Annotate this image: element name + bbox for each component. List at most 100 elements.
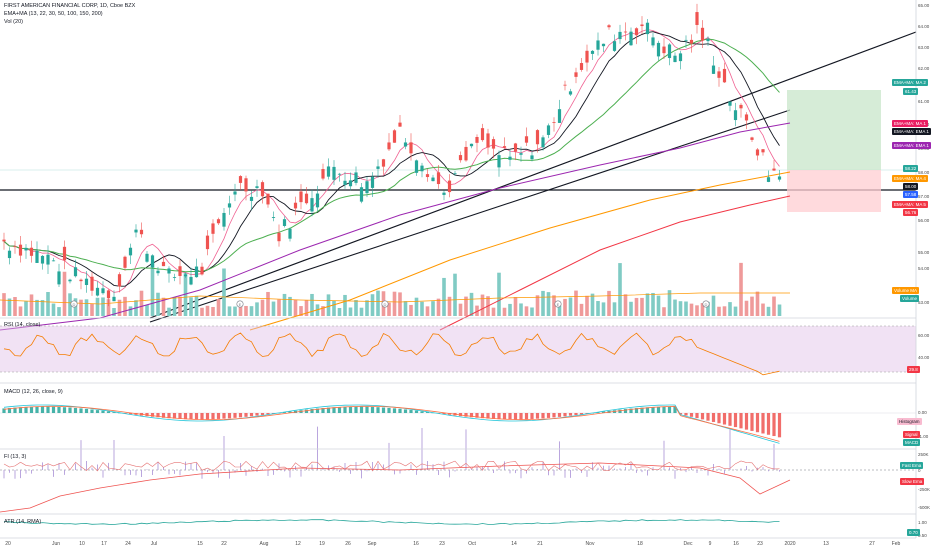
volume-bar: [640, 297, 644, 316]
macd-histogram-bar: [755, 413, 760, 433]
volume-bar: [574, 290, 578, 316]
atr-tick: 0.50: [918, 533, 927, 538]
candle-body: [761, 149, 765, 153]
macd-histogram-bar: [95, 410, 100, 413]
volume-bar: [277, 299, 281, 316]
macd-histogram-bar: [409, 410, 413, 413]
macd-histogram-bar: [370, 406, 375, 413]
volume-bar: [662, 307, 666, 316]
indicator-volume-label[interactable]: Vol (20): [4, 19, 23, 25]
candle-body: [139, 229, 144, 235]
candle-body: [420, 165, 424, 172]
candle-body: [711, 65, 716, 74]
candle-body: [497, 155, 501, 168]
candle-body: [546, 125, 551, 135]
candle-body: [376, 166, 380, 169]
price-tag: 57.58: [903, 191, 919, 198]
macd-histogram-bar: [700, 413, 705, 420]
atr-label[interactable]: ATR (14, RMA): [4, 519, 42, 525]
candle-body: [442, 192, 446, 195]
volume-bar: [370, 294, 375, 316]
indicator-ema-ma-label[interactable]: EMA+MA (13, 22, 30, 50, 100, 150, 200): [4, 11, 103, 17]
volume-bar: [513, 297, 518, 316]
volume-bar: [601, 302, 606, 316]
volume-bar: [502, 307, 507, 316]
macd-histogram-bar: [662, 406, 666, 413]
macd-histogram-bar: [255, 413, 259, 416]
macd-histogram-bar: [337, 406, 342, 413]
volume-bar: [436, 298, 441, 316]
macd-histogram-bar: [656, 406, 661, 413]
macd-histogram-bar: [524, 413, 529, 420]
macd-histogram-bar: [172, 413, 177, 419]
candle-body: [772, 168, 776, 171]
macd-histogram-bar: [744, 413, 749, 430]
candle-body: [167, 268, 171, 274]
volume-bar: [695, 305, 699, 316]
macd-histogram-bar: [469, 413, 474, 418]
macd-histogram-bar: [761, 413, 765, 434]
volume-bar: [299, 306, 303, 316]
candle-body: [552, 122, 556, 123]
macd-histogram-bar: [343, 406, 347, 413]
candle-body: [568, 91, 573, 95]
candle-body: [480, 128, 485, 141]
macd-histogram-bar: [629, 408, 633, 413]
candle-body: [381, 159, 386, 167]
volume-bar: [546, 292, 551, 316]
fi-label[interactable]: FI (13, 3): [4, 454, 27, 460]
ma1-tag: EMA+MA: MA 1: [892, 120, 928, 127]
price-tick: 61.00: [918, 99, 930, 104]
candle-body: [244, 178, 248, 192]
candle-body: [629, 31, 633, 46]
volume-bar: [579, 303, 584, 316]
candle-body: [662, 46, 666, 54]
macd-histogram-bar: [678, 413, 683, 415]
candle-body: [535, 130, 540, 145]
volume-bar: [271, 301, 276, 316]
volume-bar: [475, 305, 479, 316]
macd-pane[interactable]: [0, 404, 916, 444]
volume-bar: [310, 293, 314, 316]
volume-bar: [365, 300, 369, 316]
volume-bar: [266, 291, 270, 316]
macd-histogram-bar: [40, 406, 45, 413]
price-tick: 58.00: [918, 170, 930, 175]
force-index-pane[interactable]: [0, 426, 916, 513]
target-zone: [787, 90, 881, 170]
atr-value-tag: 0.70: [907, 529, 920, 536]
volume-bar: [348, 307, 353, 316]
macd-histogram-bar: [79, 408, 83, 413]
volume-bar: [62, 271, 67, 316]
macd-histogram-bar: [161, 413, 166, 418]
volume-bar: [684, 301, 688, 316]
macd-label[interactable]: MACD (12, 26, close, 9): [4, 389, 63, 395]
rsi-pane[interactable]: [0, 325, 916, 376]
candle-body: [222, 212, 226, 227]
volume-bar: [293, 299, 298, 316]
volume-bar: [431, 301, 435, 316]
candle-body: [645, 22, 650, 35]
atr-pane[interactable]: [3, 519, 780, 525]
candle-body: [744, 114, 749, 121]
volume-bar: [656, 295, 661, 316]
volume-bar: [777, 304, 782, 316]
date-tick: Nov: [585, 541, 595, 547]
candle-body: [249, 196, 254, 201]
volume-bar: [24, 301, 28, 316]
candle-body: [695, 12, 699, 25]
volume-bar: [326, 294, 331, 316]
date-tick: 15: [197, 541, 203, 547]
candle-body: [238, 176, 243, 183]
macd-histogram-bar: [90, 409, 94, 413]
macd-histogram-bar: [315, 408, 320, 413]
macd-histogram-bar: [244, 413, 248, 417]
macd-histogram-bar: [321, 407, 325, 413]
candle-body: [524, 136, 529, 143]
volume-bar: [211, 306, 215, 316]
candle-body: [255, 186, 259, 188]
rsi-label[interactable]: RSI (14, close): [4, 322, 41, 328]
volume-bar: [645, 293, 650, 316]
